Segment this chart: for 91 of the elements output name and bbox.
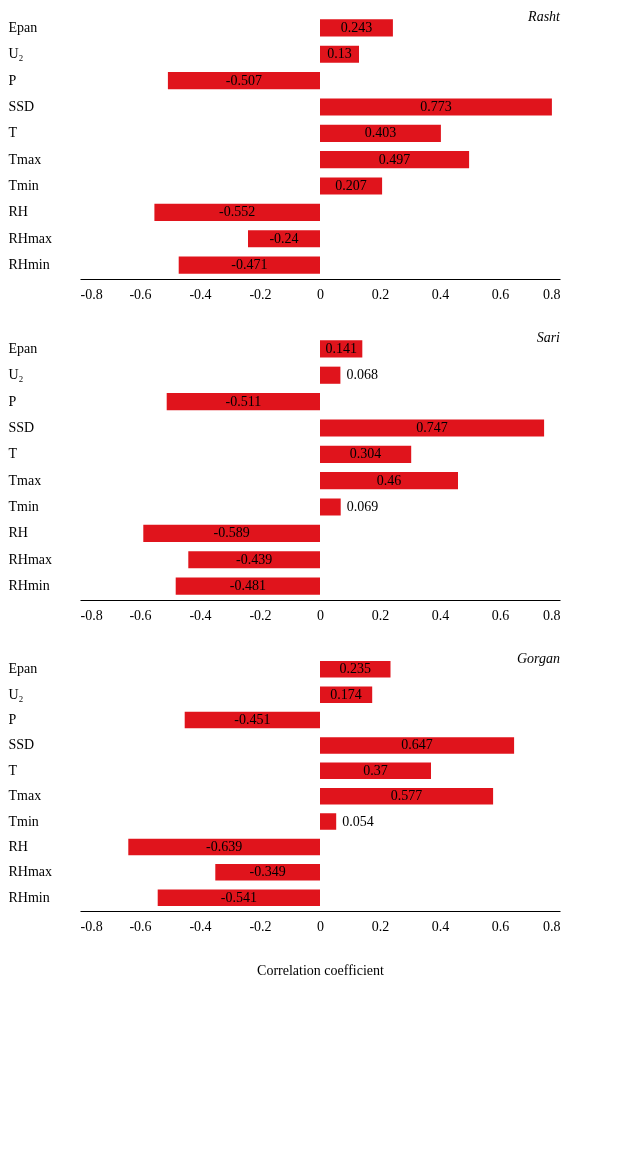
data-label: -0.511 bbox=[225, 393, 262, 409]
data-label: 0.403 bbox=[364, 125, 397, 141]
y-tick-label: RHmin bbox=[8, 578, 50, 594]
x-tick-label: -0.6 bbox=[129, 918, 152, 934]
y-tick-label: P bbox=[8, 72, 17, 88]
x-tick-label: 0.6 bbox=[491, 918, 510, 934]
data-label: 0.141 bbox=[325, 340, 357, 356]
data-label: 0.243 bbox=[340, 19, 373, 35]
x-tick-label: 0 bbox=[317, 607, 324, 623]
data-label: -0.349 bbox=[249, 864, 286, 880]
y-tick-label: Tmin bbox=[8, 178, 39, 194]
data-label: 0.747 bbox=[416, 419, 448, 435]
data-label: 0.174 bbox=[330, 686, 362, 702]
x-tick-label: -0.6 bbox=[129, 607, 152, 623]
data-label: -0.471 bbox=[231, 257, 268, 273]
data-label: 0.13 bbox=[327, 46, 352, 62]
y-tick-label: P bbox=[8, 712, 17, 728]
x-tick-label: -0.2 bbox=[249, 607, 272, 623]
y-tick-label: RH bbox=[8, 525, 28, 541]
x-tick-label: 0.8 bbox=[543, 918, 561, 934]
y-tick-label: Epan bbox=[8, 661, 38, 677]
data-label: 0.46 bbox=[376, 472, 402, 488]
x-tick-label: 0.8 bbox=[543, 286, 561, 302]
y-tick-label: Tmin bbox=[8, 499, 39, 515]
chart-title: Gorgan bbox=[516, 651, 560, 666]
x-tick-label: 0.2 bbox=[371, 918, 390, 934]
data-label: 0.37 bbox=[363, 762, 388, 778]
data-label: 0.068 bbox=[346, 367, 378, 383]
data-label: 0.577 bbox=[390, 788, 423, 804]
y-tick-label: RH bbox=[8, 204, 28, 220]
x-tick-label: 0.6 bbox=[491, 286, 510, 302]
data-label: 0.069 bbox=[346, 499, 379, 515]
data-label: -0.451 bbox=[234, 712, 271, 728]
y-tick-label: RHmin bbox=[8, 889, 50, 905]
y-tick-label: RH bbox=[8, 838, 28, 854]
y-tick-label: T bbox=[8, 762, 18, 778]
x-tick-label: -0.4 bbox=[189, 286, 212, 302]
y-tick-label: Tmax bbox=[8, 151, 42, 167]
x-tick-label: 0 bbox=[317, 286, 324, 302]
data-label: -0.541 bbox=[220, 889, 257, 905]
x-tick-label: -0.6 bbox=[129, 286, 152, 302]
data-label: -0.439 bbox=[236, 551, 273, 567]
x-tick-label: 0.4 bbox=[431, 607, 450, 623]
y-tick-label: T bbox=[8, 446, 18, 462]
data-label: -0.507 bbox=[225, 72, 263, 88]
y-tick-label: RHmin bbox=[8, 257, 50, 273]
y-tick-label: RHmax bbox=[8, 864, 53, 880]
x-tick-label: -0.4 bbox=[189, 918, 212, 934]
x-tick-label: -0.8 bbox=[80, 607, 103, 623]
data-label: -0.552 bbox=[219, 204, 256, 220]
x-tick-label: 0.2 bbox=[371, 607, 390, 623]
data-label: -0.639 bbox=[206, 838, 243, 854]
y-tick-label: P bbox=[8, 393, 17, 409]
y-tick-label: SSD bbox=[8, 419, 35, 435]
x-tick-label: 0 bbox=[317, 918, 324, 934]
y-tick-label: T bbox=[8, 125, 18, 141]
data-label: 0.647 bbox=[401, 737, 433, 753]
data-label: 0.497 bbox=[378, 151, 411, 167]
y-tick-label: Tmax bbox=[8, 788, 42, 804]
data-label: 0.235 bbox=[339, 661, 371, 677]
y-tick-label: SSD bbox=[8, 737, 35, 753]
x-tick-label: 0.4 bbox=[431, 918, 450, 934]
y-tick-label: Epan bbox=[8, 340, 38, 356]
x-tick-label: 0.6 bbox=[491, 607, 510, 623]
chart-title: Rasht bbox=[527, 9, 562, 24]
data-label: 0.207 bbox=[335, 178, 367, 194]
x-tick-label: 0.8 bbox=[543, 607, 561, 623]
y-tick-label: Tmin bbox=[8, 813, 39, 829]
y-tick-label: Tmax bbox=[8, 472, 42, 488]
y-tick-label: U₂ bbox=[8, 46, 24, 62]
y-tick-label: Epan bbox=[8, 19, 38, 35]
data-label: -0.589 bbox=[213, 525, 250, 541]
data-label: -0.481 bbox=[229, 578, 266, 594]
x-tick-label: -0.8 bbox=[80, 286, 103, 302]
data-label: 0.054 bbox=[342, 813, 374, 829]
x-tick-label: -0.2 bbox=[249, 286, 272, 302]
x-tick-label: 0.4 bbox=[431, 286, 450, 302]
x-tick-label: -0.8 bbox=[80, 918, 103, 934]
y-tick-label: U₂ bbox=[8, 367, 24, 383]
x-tick-label: -0.4 bbox=[189, 607, 212, 623]
x-tick-label: 0.2 bbox=[371, 286, 390, 302]
y-tick-label: RHmax bbox=[8, 551, 53, 567]
chart-title: Sari bbox=[536, 330, 561, 345]
x-axis-title: Correlation coefficient bbox=[257, 962, 385, 978]
data-label: 0.304 bbox=[349, 446, 382, 462]
y-tick-label: RHmax bbox=[8, 230, 53, 246]
y-tick-label: SSD bbox=[8, 98, 35, 114]
y-tick-label: U₂ bbox=[8, 686, 24, 702]
data-label: 0.773 bbox=[420, 98, 452, 114]
x-tick-label: -0.2 bbox=[249, 918, 272, 934]
data-label: -0.24 bbox=[269, 230, 299, 246]
